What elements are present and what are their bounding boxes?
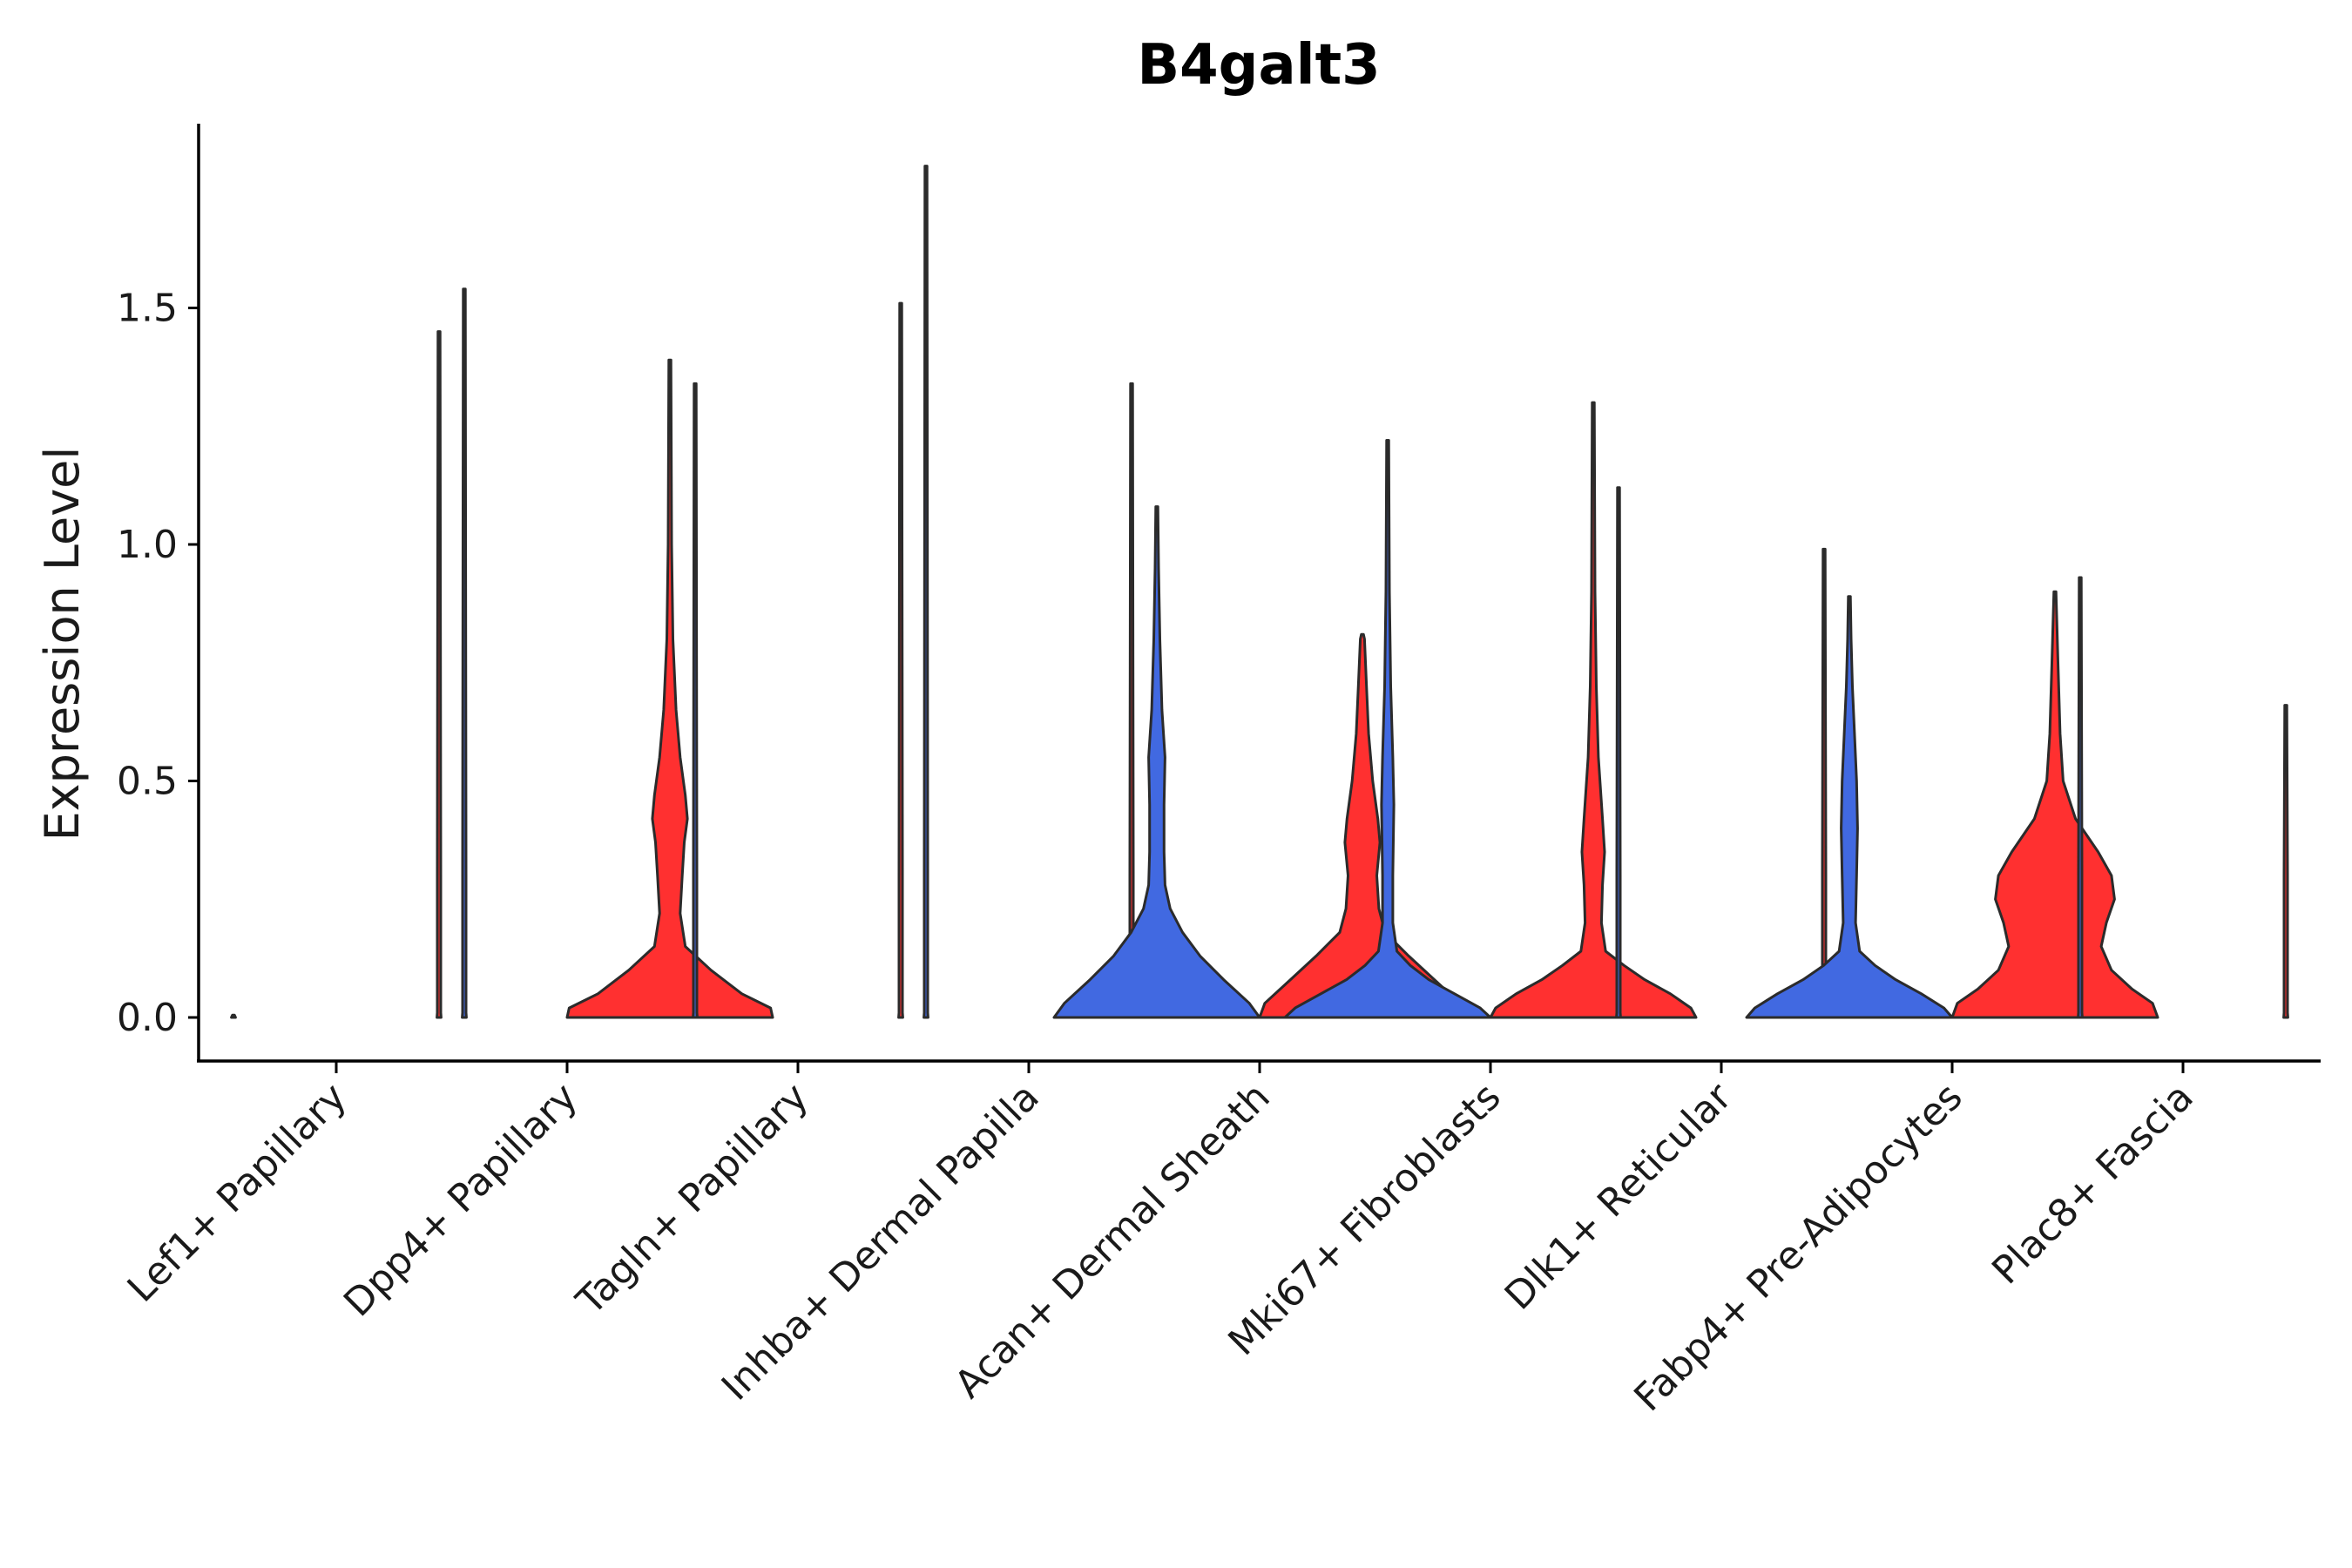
y-tick-label: 1.5 bbox=[117, 287, 178, 331]
y-tick-label: 0.5 bbox=[117, 760, 178, 804]
chart-title: B4galt3 bbox=[1137, 33, 1380, 98]
violin-lef1-pos-papillary-right bbox=[436, 330, 443, 1019]
violin-acan-pos-dermal-sheath-right bbox=[1258, 632, 1467, 1019]
violin-mki67-pos-fibroblasts-right bbox=[1489, 401, 1698, 1019]
y-axis-title: Expression Level bbox=[35, 447, 90, 841]
violin-lef1-pos-papillary-left bbox=[230, 1013, 237, 1019]
violin-dpp4-pos-papillary-right bbox=[565, 358, 774, 1019]
y-tick-label: 0.0 bbox=[117, 996, 178, 1040]
violin-acan-pos-dermal-sheath-left bbox=[1052, 505, 1261, 1019]
y-tick-label: 1.0 bbox=[117, 523, 178, 567]
violin-dlk1-pos-reticular-left bbox=[1615, 486, 1622, 1019]
x-tick-label-lef1-pos-papillary: Lef1+ Papillary bbox=[119, 1075, 355, 1311]
violin-group bbox=[230, 165, 2289, 1019]
x-tick-label-plac8-pos-fascia: Plac8+ Fascia bbox=[1984, 1075, 2202, 1294]
violin-inhba-pos-dermal-papilla-left bbox=[923, 165, 929, 1019]
violin-mki67-pos-fibroblasts-left bbox=[1283, 439, 1492, 1019]
x-tick-label-tagln-pos-papillary: Tagln+ Papillary bbox=[568, 1075, 817, 1324]
violin-tagln-pos-papillary-left bbox=[692, 382, 699, 1019]
violin-fabp4-pos-pre-adipocytes-left bbox=[1745, 595, 1954, 1019]
violin-tagln-pos-papillary-right bbox=[897, 301, 904, 1019]
x-tick-label-dlk1-pos-reticular: Dlk1+ Reticular bbox=[1497, 1074, 1741, 1319]
violin-fabp4-pos-pre-adipocytes-right bbox=[1950, 590, 2159, 1019]
violin-dpp4-pos-papillary-left bbox=[461, 287, 468, 1019]
violin-plac8-pos-fascia-right bbox=[2282, 704, 2289, 1019]
y-axis-ticks: 0.0 0.5 1.0 1.5 bbox=[117, 287, 199, 1040]
violin-inhba-pos-dermal-papilla-right bbox=[1128, 382, 1135, 1019]
violin-plac8-pos-fascia-left bbox=[2077, 576, 2084, 1019]
x-tick-label-dpp4-pos-papillary: Dpp4+ Papillary bbox=[335, 1075, 586, 1326]
violin-dlk1-pos-reticular-right bbox=[1821, 547, 1828, 1019]
